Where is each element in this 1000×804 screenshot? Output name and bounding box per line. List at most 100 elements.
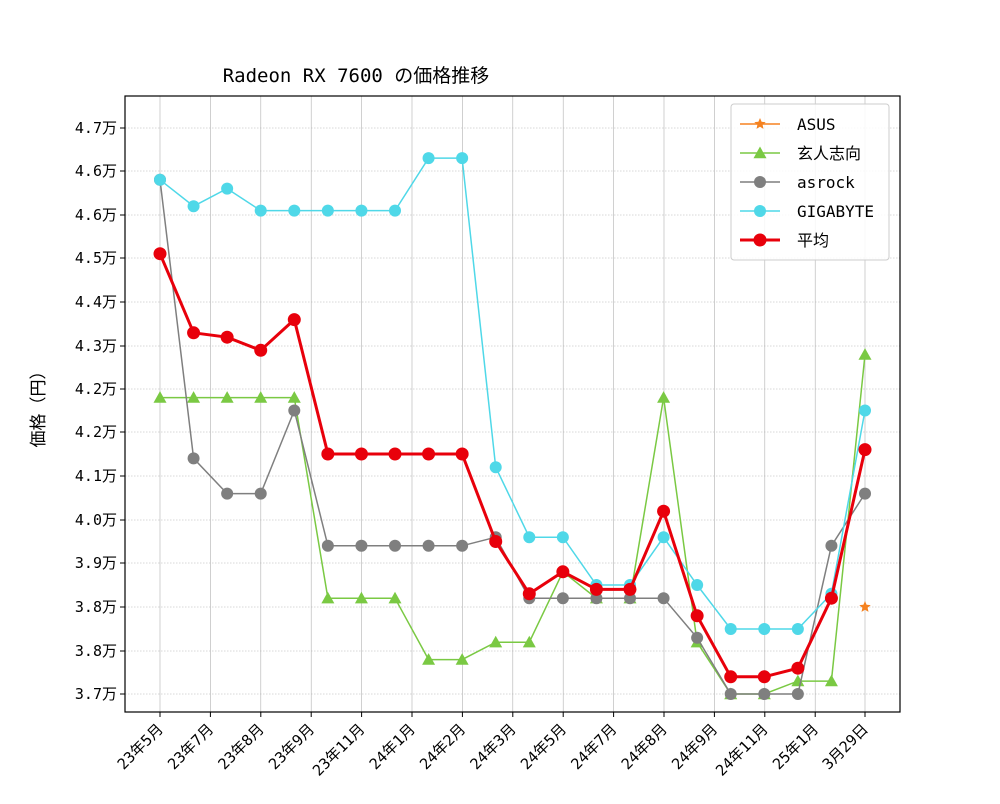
data-point [456, 539, 469, 552]
data-point [589, 582, 603, 596]
legend-label: asrock [797, 173, 855, 192]
x-tick-label: 24年7月 [567, 720, 620, 773]
data-point [321, 204, 334, 217]
legend: ASUS 玄人志向 asrock GIGABYTE 平均 [730, 103, 890, 261]
x-tick-label: 23年8月 [215, 720, 268, 773]
data-point [489, 535, 503, 548]
x-tick-label: 23年11月 [309, 720, 368, 779]
y-tick-label: 3.7万 [75, 685, 117, 703]
x-tick-label: 24年2月 [416, 720, 469, 773]
data-point [791, 674, 805, 687]
data-point [422, 539, 435, 552]
data-point [824, 674, 838, 687]
data-point [791, 688, 804, 700]
data-point [221, 182, 234, 195]
data-point [254, 343, 268, 357]
data-point [758, 623, 771, 635]
data-point [859, 487, 871, 500]
data-point [220, 391, 234, 403]
data-point [858, 348, 872, 360]
data-point [690, 609, 704, 623]
data-point [724, 623, 737, 635]
data-point [657, 531, 670, 544]
data-point [389, 204, 401, 217]
data-point [321, 539, 334, 552]
data-point [753, 146, 767, 159]
data-point [456, 152, 469, 165]
data-point [657, 504, 671, 518]
y-tick-label: 4.6万 [75, 162, 117, 180]
data-point [825, 539, 838, 552]
data-point [187, 200, 200, 213]
data-point [221, 487, 234, 500]
data-point [288, 204, 301, 217]
x-tick-label: 23年5月 [114, 720, 167, 773]
data-point [556, 531, 569, 544]
data-point [522, 635, 536, 648]
y-tick-label: 3.8万 [75, 642, 117, 660]
data-point [388, 447, 402, 461]
x-tick-label: 25年1月 [769, 720, 822, 773]
data-point [254, 487, 267, 500]
data-point [858, 443, 872, 457]
data-point [388, 591, 402, 604]
data-point [657, 391, 671, 403]
data-point [254, 391, 268, 403]
data-point [691, 631, 704, 644]
data-point [657, 592, 670, 605]
data-point [389, 539, 401, 552]
y-tick-label: 4.2万 [75, 380, 117, 398]
data-point [354, 447, 368, 461]
data-point [187, 391, 201, 403]
series-group [153, 152, 872, 700]
data-point [455, 447, 469, 461]
y-tick-label: 4.1万 [75, 467, 117, 485]
data-point [624, 592, 636, 605]
data-point [859, 601, 871, 612]
series-line [158, 253, 867, 679]
chart-title: Radeon RX 7600 の価格推移 [223, 65, 490, 87]
data-point [859, 404, 871, 417]
series-ASUS [859, 601, 871, 612]
y-axis-label: 価格（円） [29, 363, 49, 448]
data-point [824, 591, 838, 605]
x-tick-label: 3月29日 [819, 720, 872, 773]
legend-label: 玄人志向 [797, 144, 861, 163]
y-tick-label: 4.2万 [75, 423, 117, 441]
data-point [556, 592, 569, 605]
data-point [287, 391, 301, 403]
data-point [422, 447, 436, 461]
data-point [724, 670, 738, 684]
data-point [254, 204, 267, 217]
data-point [754, 118, 766, 129]
data-point [154, 173, 166, 186]
legend-label: 平均 [797, 231, 829, 250]
y-tick-label: 4.7万 [75, 119, 117, 137]
data-point [791, 661, 805, 675]
x-tick-label: 24年5月 [517, 720, 570, 773]
data-point [187, 326, 201, 340]
data-point [556, 565, 570, 579]
data-point [153, 391, 167, 403]
y-tick-label: 3.8万 [75, 598, 117, 616]
y-tick-label: 4.0万 [75, 511, 117, 529]
legend-label: GIGABYTE [797, 202, 874, 221]
series-平均 [153, 247, 872, 684]
y-tick-label: 3.9万 [75, 554, 117, 572]
series-line [159, 157, 866, 630]
y-tick-label: 4.3万 [75, 337, 117, 355]
data-point [754, 176, 766, 188]
y-tick-label: 4.6万 [75, 206, 117, 224]
y-tick-label: 4.4万 [75, 293, 117, 311]
data-point [355, 204, 368, 217]
data-point [321, 447, 335, 461]
y-tick-label: 4.5万 [75, 249, 117, 267]
data-point [691, 579, 704, 591]
legend-label: ASUS [797, 115, 836, 134]
data-point [422, 653, 436, 665]
data-point [288, 404, 301, 417]
x-tick-label: 24年1月 [366, 720, 419, 773]
data-point [623, 582, 637, 596]
